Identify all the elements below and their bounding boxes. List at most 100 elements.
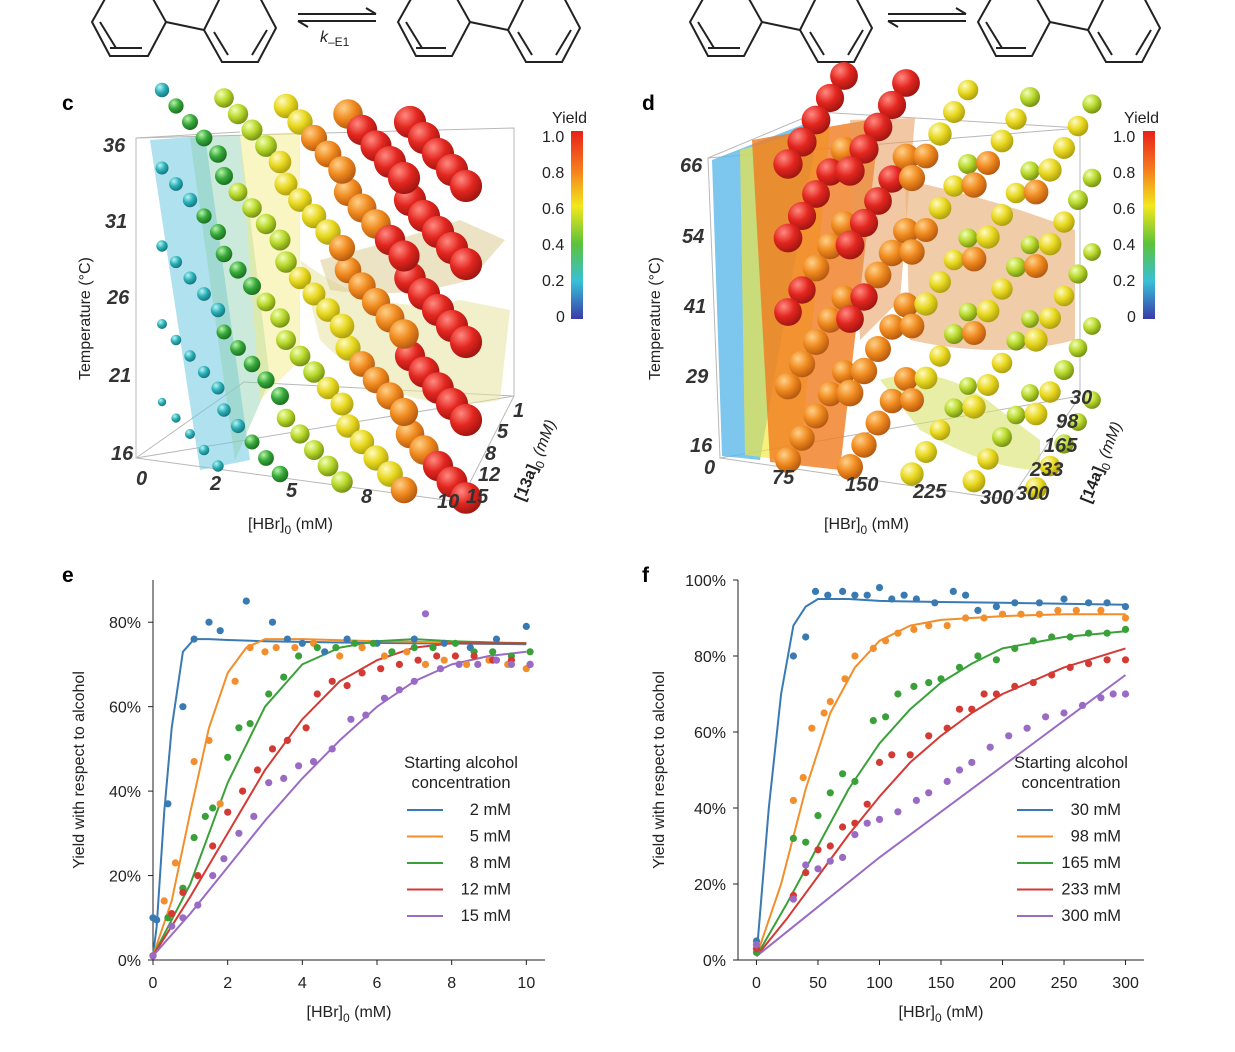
data-point [869,644,877,653]
data-point [851,831,859,839]
yield-sphere [389,397,419,427]
yield-sphere [899,313,925,339]
yield-sphere [276,330,296,350]
x-tick: 8 [361,486,373,508]
ring-inner-bond [517,31,533,56]
yield-sphere [893,292,919,318]
yield-sphere [773,223,803,253]
phenyl-ring [688,0,764,57]
data-point [168,910,176,918]
yield-sphere [184,350,196,362]
biaryl-bond [469,21,509,31]
yield-sphere [1038,158,1062,182]
yield-sphere [336,414,360,438]
scheme-left [90,0,582,63]
yield-sphere [831,285,857,311]
legend-entry: 300 mM [1061,907,1121,925]
x-axis-ticks: 0 2 5 8 10 [136,468,459,513]
yield-sphere [849,208,879,238]
yield-sphere [156,240,168,252]
y-tick: 30 [1070,387,1092,409]
y-tick-label: 40% [109,784,141,801]
yield-sphere [900,388,924,412]
data-point [910,625,918,634]
yield-sphere [1038,232,1062,256]
data-point [955,663,964,672]
data-point [888,595,896,603]
data-point [1048,633,1056,641]
yield-sphere [1082,94,1102,114]
yield-sphere [168,98,184,114]
phenyl-ring [202,0,278,63]
yield-sphere [877,90,907,120]
data-point [224,753,232,761]
yield-sphere [196,208,212,224]
colorbar-tick: 0.2 [1113,273,1135,290]
data-point [1078,701,1087,710]
legend-title: concentration [411,774,510,792]
yield-sphere [977,448,999,470]
data-point [463,660,471,669]
data-point [925,679,933,687]
data-point [986,743,994,751]
data-point [246,720,254,728]
data-point [1029,637,1037,645]
yield-sphere [878,165,906,193]
data-point [839,853,847,862]
yield-sphere [1021,384,1039,402]
yield-sphere [958,228,978,248]
biaryl-bond [761,21,801,31]
data-point [295,762,303,770]
reverse-arrow-head [887,20,899,28]
yield-sphere [390,476,418,504]
data-point [190,635,198,643]
data-point [1085,660,1093,668]
data-point [906,751,914,759]
yield-sphere [289,345,311,367]
data-point [179,914,187,922]
yield-sphere [837,454,863,480]
data-point [414,656,422,664]
data-point [839,770,847,778]
yield-sphere [802,180,830,208]
data-point [343,682,351,690]
yield-sphere [991,204,1013,226]
x-tick-label: 10 [517,975,535,992]
colorbar-tick: 0.8 [1113,165,1135,182]
yield-sphere [154,82,170,98]
data-point [280,774,288,783]
yield-sphere [214,88,234,108]
data-point [968,758,976,767]
yield-sphere [242,198,262,218]
data-point [1072,606,1080,615]
yield-sphere [387,161,421,195]
data-point [153,916,161,924]
y-tick-label: 40% [694,801,726,818]
yield-sphere [943,101,965,123]
yield-sphere [1054,434,1074,454]
data-point [295,652,303,660]
ring-inner-bond [555,29,572,56]
data-point [455,660,463,669]
x-axis-label: [HBr]0 (mM) [307,1004,392,1025]
yield-sphere [774,372,802,400]
yield-sphere [899,239,925,265]
yield-sphere [789,425,815,451]
phenyl-ring [1086,0,1162,63]
data-point [403,648,411,656]
data-point [190,834,198,842]
data-point [1121,625,1130,634]
z-tick: 26 [106,287,130,309]
x-tick: 225 [912,481,947,503]
data-point [261,648,269,656]
yield-sphere [349,429,375,455]
x-axis-ticks: 0 75 150 225 300 [704,457,1013,509]
yield-sphere [1039,455,1061,477]
data-point [283,635,291,643]
data-point [451,639,459,647]
data-point [436,665,445,673]
data-point [814,865,822,873]
data-point [209,842,217,850]
data-point [246,644,254,652]
colorbar-tick: 0.4 [542,237,564,254]
